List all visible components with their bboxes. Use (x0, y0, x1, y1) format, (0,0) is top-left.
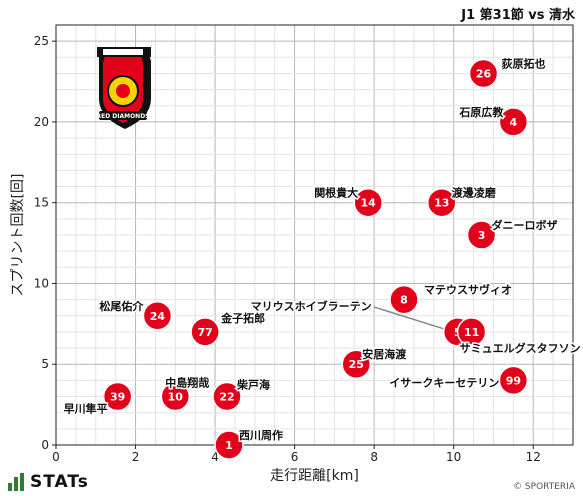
player-number-label: 26 (476, 67, 492, 80)
player-number-label: 39 (110, 391, 125, 404)
player-name-label: イサークキーセテリン (389, 376, 499, 389)
player-point (102, 381, 133, 412)
y-tick-label: 10 (34, 276, 49, 290)
data-points: 264141338511247725993910221 (102, 58, 529, 460)
x-axis-label: 走行距離[km] (270, 467, 359, 484)
chart-header-title: J1 第31節 vs 清水 (461, 8, 575, 23)
player-point (468, 58, 499, 89)
player-name-label: 荻原拓也 (502, 56, 546, 70)
club-crest-logo: RED DIAMONDS (96, 47, 151, 129)
player-number-label: 25 (349, 358, 364, 371)
player-name-label: 松尾佑介 (99, 299, 144, 313)
player-number-label: 24 (150, 310, 166, 323)
y-tick-label: 5 (41, 357, 49, 371)
leader-lines (373, 306, 454, 333)
x-tick-label: 8 (370, 450, 378, 464)
stats-brand: STATs (30, 472, 89, 492)
y-tick-label: 15 (34, 196, 49, 210)
player-point (353, 187, 383, 218)
player-point (427, 187, 457, 218)
player-number-label: 13 (434, 197, 449, 210)
y-tick-label: 25 (34, 34, 49, 48)
player-number-label: 22 (219, 391, 234, 404)
stats-bars-icon (8, 473, 24, 491)
player-name-label: ダニーロボザ (492, 218, 558, 232)
player-number-label: 14 (361, 197, 377, 210)
copyright-text: © SPORTERIA (513, 482, 575, 492)
player-point (190, 317, 220, 347)
leader-line (373, 306, 454, 333)
player-point (498, 107, 529, 137)
x-tick-label: 6 (291, 450, 299, 464)
player-name-label: 中島翔哉 (165, 376, 209, 390)
player-name-label: 西川周作 (239, 428, 283, 442)
y-tick-label: 0 (41, 438, 49, 452)
player-point (341, 349, 372, 379)
player-number-label: 3 (478, 229, 486, 242)
player-point (456, 317, 487, 347)
player-name-label: マリウスホイブラーテン (251, 299, 372, 313)
player-name-label: 関根貴大 (314, 186, 358, 200)
player-number-label: 8 (400, 294, 408, 307)
player-name-label: マテウスサヴィオ (424, 283, 512, 297)
x-tick-label: 0 (52, 450, 60, 464)
svg-text:RED DIAMONDS: RED DIAMONDS (96, 113, 149, 120)
player-name-label: 金子拓郎 (220, 311, 265, 325)
player-name-label: 柴戸海 (236, 378, 270, 392)
player-point (498, 365, 529, 396)
x-tick-label: 4 (211, 450, 219, 464)
x-tick-label: 12 (526, 450, 541, 464)
player-point (142, 301, 173, 331)
player-number-label: 77 (197, 326, 212, 339)
plot-frame (55, 24, 574, 446)
player-point (389, 284, 419, 315)
player-point (160, 381, 191, 412)
player-name-label: 石原広教 (458, 105, 504, 119)
y-tick-label: 20 (34, 115, 49, 129)
player-number-label: 4 (510, 116, 518, 129)
x-tick-label: 10 (446, 450, 461, 464)
player-number-label: 1 (225, 439, 233, 452)
player-number-label: 11 (464, 326, 479, 339)
player-point (214, 430, 244, 460)
player-name-label: 早川隼平 (64, 402, 108, 416)
player-point (466, 220, 497, 250)
player-name-label: 渡邊凌磨 (452, 186, 497, 200)
player-number-label: 10 (168, 391, 184, 404)
grid (55, 24, 574, 446)
y-axis-label: スプリント回数[回] (10, 174, 26, 297)
player-name-label: サミュエルグスタフソン (460, 341, 581, 355)
player-number-label: 99 (506, 374, 521, 387)
player-point (212, 381, 242, 412)
x-tick-label: 2 (132, 450, 140, 464)
player-name-label: 安居海渡 (362, 347, 407, 361)
stats-logo: STATs (8, 472, 89, 492)
